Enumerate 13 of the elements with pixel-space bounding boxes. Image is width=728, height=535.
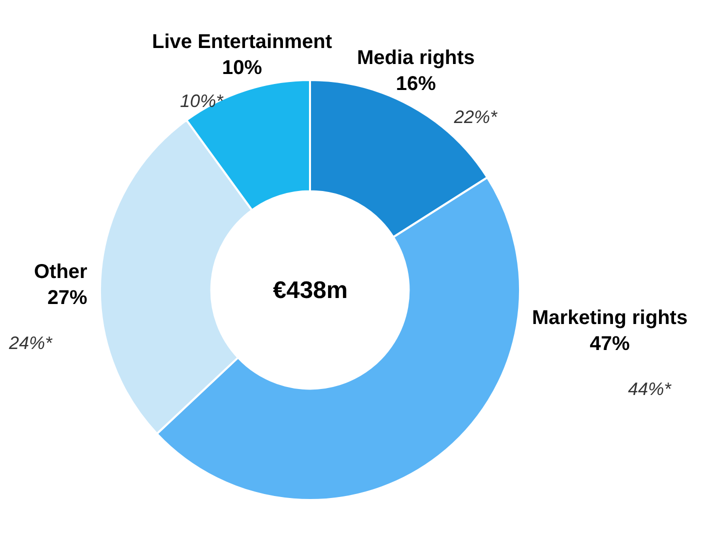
text: 24%* <box>8 333 54 353</box>
data-label: 10% <box>222 57 262 79</box>
data-label: 27% <box>47 287 88 309</box>
slice-label: Marketing rights <box>532 307 688 329</box>
slice-label: Media rights <box>357 47 475 69</box>
slice-label: Other <box>34 261 88 283</box>
text: 22%* <box>453 107 498 127</box>
text: 44%* <box>628 379 672 399</box>
data-label: 16% <box>396 73 436 95</box>
text: 10%* <box>180 91 224 111</box>
slice-label: Live Entertainment <box>152 31 332 53</box>
text: €438m <box>273 277 348 304</box>
data-label: 47% <box>590 333 630 355</box>
